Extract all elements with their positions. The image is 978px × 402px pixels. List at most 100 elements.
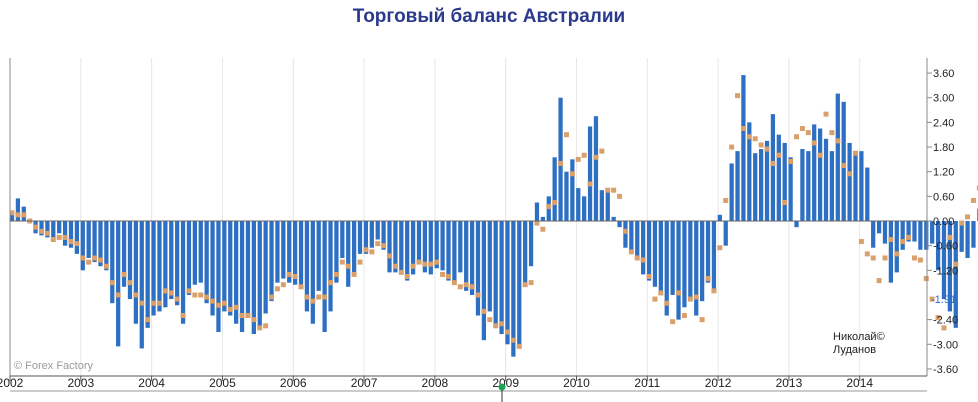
forecast-marker-77 xyxy=(463,282,469,288)
forecast-marker-30 xyxy=(186,288,192,294)
y-tick-label-0: 3.60 xyxy=(933,68,954,80)
bar-130 xyxy=(776,134,781,221)
bar-114 xyxy=(682,221,687,308)
y-tick-label-1: 3.00 xyxy=(933,93,954,105)
forecast-marker-154 xyxy=(917,257,923,263)
forecast-marker-100 xyxy=(599,148,605,154)
forecast-marker-122 xyxy=(729,144,735,150)
bar-142 xyxy=(847,142,852,221)
bar-15 xyxy=(98,221,103,267)
bar-118 xyxy=(705,221,711,283)
scroll-handle[interactable] xyxy=(498,383,506,391)
bar-77 xyxy=(464,221,469,291)
bar-18 xyxy=(116,221,121,347)
forecast-marker-36 xyxy=(221,300,227,306)
bar-40 xyxy=(245,221,251,318)
forecast-marker-157 xyxy=(935,315,941,321)
bar-120 xyxy=(717,214,722,222)
forecast-marker-113 xyxy=(676,290,682,296)
forecast-marker-150 xyxy=(894,251,900,257)
forecast-marker-141 xyxy=(841,163,847,169)
bar-64 xyxy=(387,221,392,273)
bar-81 xyxy=(487,221,492,312)
forecast-marker-90 xyxy=(540,226,546,232)
bar-19 xyxy=(121,221,127,287)
bar-48 xyxy=(293,221,298,285)
forecast-marker-111 xyxy=(664,300,670,306)
forecast-marker-93 xyxy=(558,160,564,166)
forecast-marker-156 xyxy=(929,296,935,302)
bar-100 xyxy=(599,190,604,222)
bar-23 xyxy=(145,221,150,328)
forecast-marker-105 xyxy=(628,249,634,255)
bar-101 xyxy=(605,188,610,221)
forecast-marker-91 xyxy=(546,204,552,210)
bar-147 xyxy=(876,221,882,234)
bar-82 xyxy=(493,221,498,328)
forecast-marker-6 xyxy=(44,230,50,236)
y-tick-label-9: -2.40 xyxy=(933,315,958,327)
forecast-marker-152 xyxy=(906,234,912,240)
forecast-marker-164 xyxy=(976,185,978,191)
bar-46 xyxy=(281,221,286,279)
forecast-marker-139 xyxy=(829,130,835,136)
x-axis-ticks: 2002 2003 2004 2005 2006 2007 2008 2009 2010 2011… xyxy=(0,376,873,390)
forecast-marker-102 xyxy=(611,187,617,193)
bar-10 xyxy=(68,221,74,248)
last-value-label: -1.91 xyxy=(931,294,956,306)
x-tick-label-2012: 2012 xyxy=(705,376,732,390)
forecast-marker-44 xyxy=(269,294,275,300)
forecast-marker-74 xyxy=(445,273,451,279)
forecast-marker-160 xyxy=(953,261,959,267)
forecast-marker-64 xyxy=(387,253,393,259)
forecast-marker-83 xyxy=(499,321,505,327)
bar-97 xyxy=(582,196,587,221)
forecast-marker-18 xyxy=(115,292,121,298)
bar-133 xyxy=(794,221,799,228)
bar-33 xyxy=(204,221,209,304)
forecast-markers xyxy=(9,93,978,349)
forecast-marker-43 xyxy=(263,323,269,329)
bar-119 xyxy=(711,221,717,289)
forecast-marker-16 xyxy=(103,263,109,269)
forecast-marker-53 xyxy=(322,294,328,300)
bar-62 xyxy=(375,221,380,240)
forecast-marker-20 xyxy=(127,280,133,286)
forecast-marker-4 xyxy=(33,224,39,230)
bar-42 xyxy=(257,221,262,326)
forecast-marker-41 xyxy=(251,317,257,323)
forecast-marker-151 xyxy=(900,239,906,245)
x-tick-label-2005: 2005 xyxy=(209,376,236,390)
bar-95 xyxy=(570,159,575,221)
bar-146 xyxy=(871,221,876,248)
bar-156 xyxy=(930,221,935,244)
signature-line-2: Луданов xyxy=(833,344,876,356)
bar-27 xyxy=(169,221,174,300)
bar-89 xyxy=(534,202,540,221)
bar-157 xyxy=(935,221,941,271)
forecast-marker-69 xyxy=(416,259,422,265)
forecast-marker-106 xyxy=(634,255,640,261)
forecast-marker-79 xyxy=(475,292,481,298)
bar-78 xyxy=(469,221,475,295)
forecast-marker-57 xyxy=(345,263,351,269)
bar-86 xyxy=(517,221,522,345)
forecast-marker-118 xyxy=(705,276,711,282)
bar-93 xyxy=(558,97,563,221)
forecast-marker-92 xyxy=(552,200,558,205)
bar-71 xyxy=(428,221,433,275)
forecast-marker-119 xyxy=(711,288,717,294)
forecast-marker-138 xyxy=(823,111,829,117)
forecast-marker-67 xyxy=(404,273,410,279)
bar-61 xyxy=(369,221,374,248)
forecast-marker-61 xyxy=(369,249,375,255)
watermark: © Forex Factory xyxy=(14,360,94,372)
bar-63 xyxy=(381,221,386,250)
y-tick-label-7: -0.60 xyxy=(933,241,958,253)
forecast-marker-19 xyxy=(121,271,127,277)
forecast-marker-153 xyxy=(911,255,917,261)
bar-21 xyxy=(133,221,138,324)
forecast-marker-12 xyxy=(80,255,86,261)
bar-70 xyxy=(422,221,428,273)
